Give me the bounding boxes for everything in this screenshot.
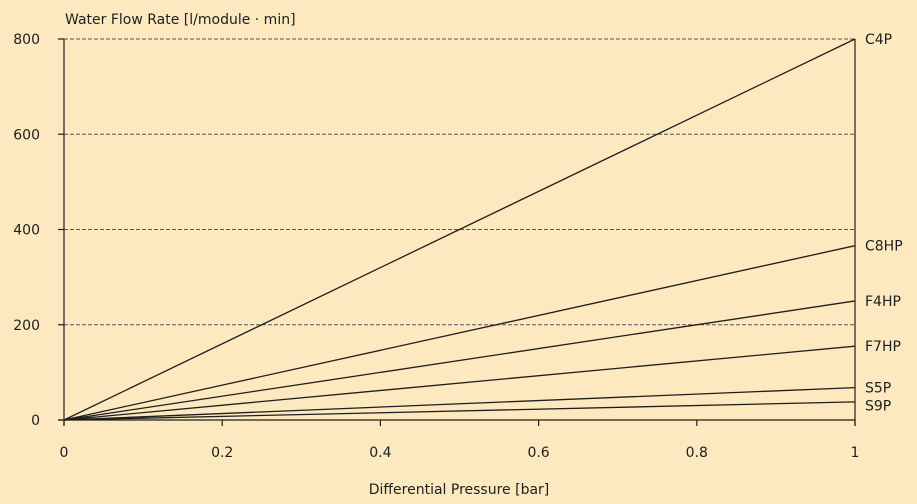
y-axis-title: Water Flow Rate [l/module · min] bbox=[65, 12, 296, 28]
series-label-s9p: S9P bbox=[865, 399, 891, 415]
x-tick-label-0.2: 0.2 bbox=[211, 445, 233, 461]
y-tick-label-200: 200 bbox=[13, 318, 40, 334]
series-label-c8hp: C8HP bbox=[865, 239, 903, 255]
x-tick-label-0.6: 0.6 bbox=[527, 445, 549, 461]
x-tick-label-1: 1 bbox=[851, 445, 860, 461]
y-tick-label-400: 400 bbox=[13, 223, 40, 239]
x-axis-title: Differential Pressure [bar] bbox=[369, 482, 550, 498]
x-tick-label-0.4: 0.4 bbox=[369, 445, 391, 461]
x-tick-label-0.8: 0.8 bbox=[686, 445, 708, 461]
series-label-f4hp: F4HP bbox=[865, 294, 901, 310]
y-tick-label-600: 600 bbox=[13, 127, 40, 143]
y-tick-label-0: 0 bbox=[31, 413, 40, 429]
series-label-s5p: S5P bbox=[865, 381, 891, 397]
x-tick-label-0: 0 bbox=[60, 445, 69, 461]
series-label-c4p: C4P bbox=[865, 32, 892, 48]
y-tick-label-800: 800 bbox=[13, 32, 40, 48]
series-label-f7hp: F7HP bbox=[865, 339, 901, 355]
